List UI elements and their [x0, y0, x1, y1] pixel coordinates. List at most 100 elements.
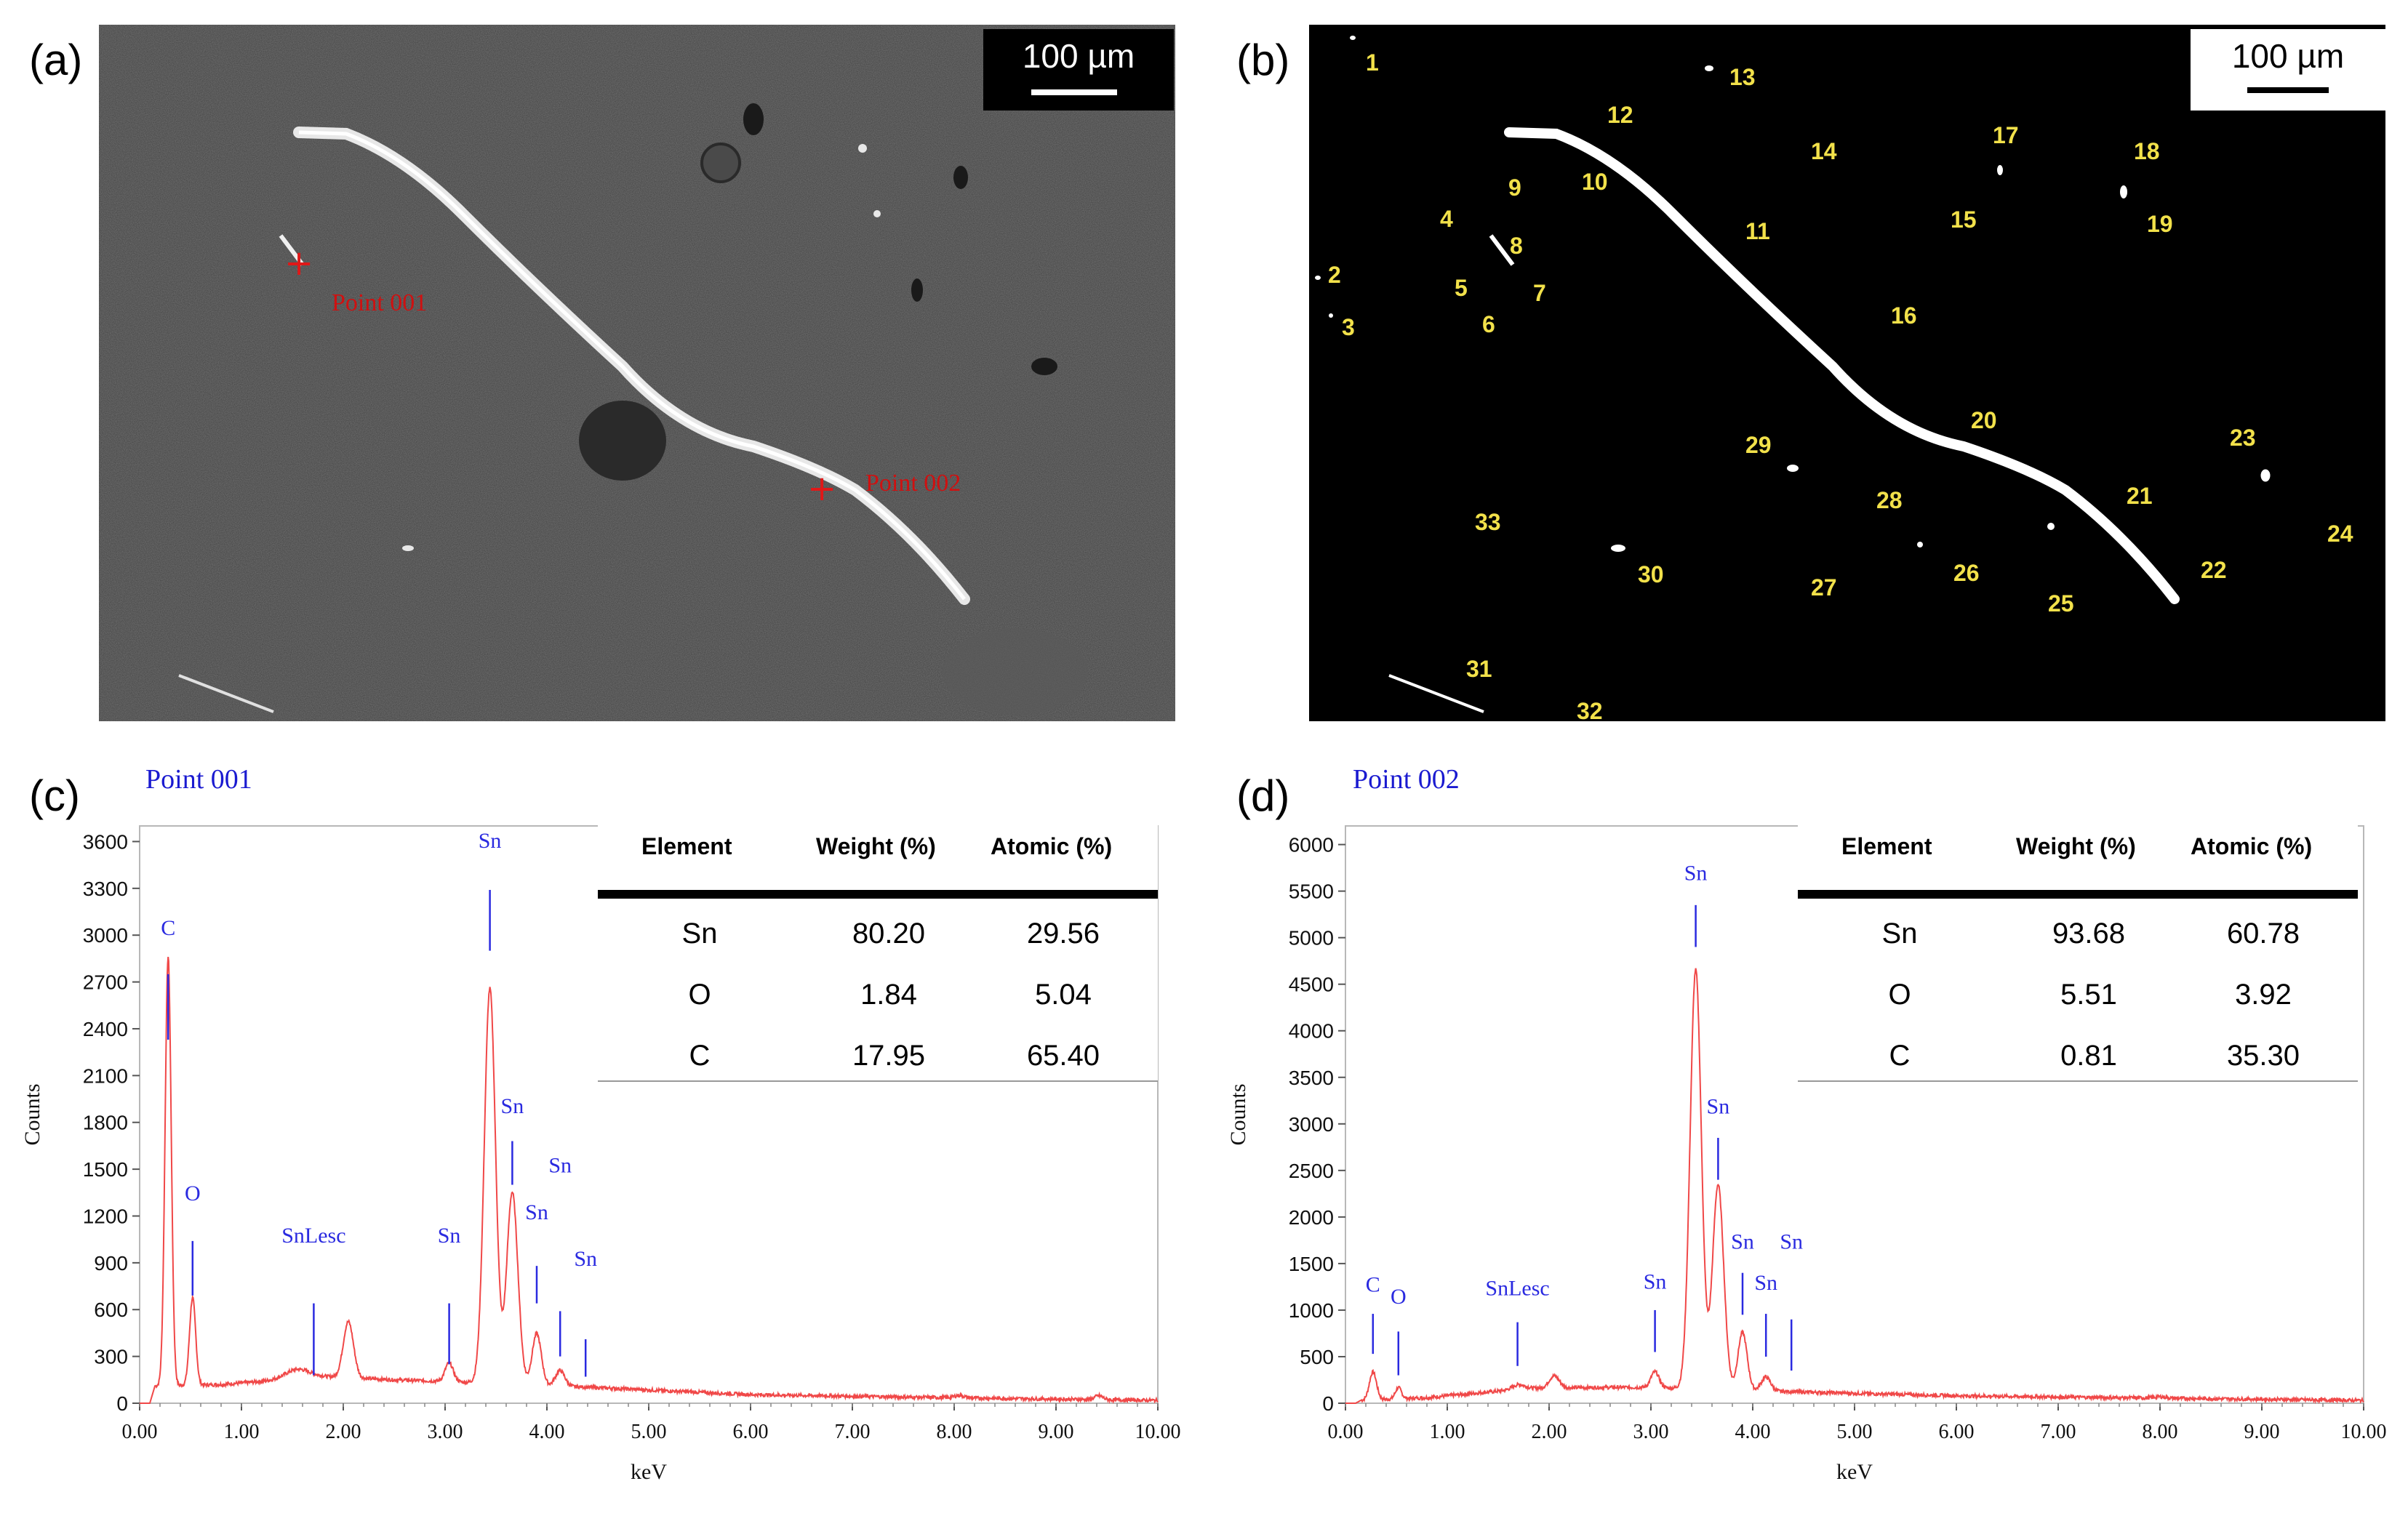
binary-image-panel-b	[1309, 25, 2385, 721]
feature-number-21: 21	[2127, 483, 2153, 509]
feature-number-12: 12	[1607, 102, 1633, 128]
feature-number-3: 3	[1342, 314, 1355, 340]
chart-c-marker-label-2: SnLesc	[281, 1224, 345, 1248]
scale-bar-a-label: 100 µm	[1022, 37, 1135, 75]
chart-d-ytick-label-8: 4000	[1289, 1020, 1334, 1043]
table-d-cell-2-0: C	[1889, 1040, 1911, 1072]
chart-d-xtick-label-2: 2.00	[1532, 1421, 1567, 1443]
chart-d-xtick-label-7: 7.00	[2041, 1421, 2076, 1443]
chart-c-ytick-label-6: 1800	[83, 1112, 128, 1134]
chart-c-spectrum-line	[140, 956, 1159, 1405]
chart-c-xtick-label-2: 2.00	[326, 1421, 361, 1443]
chart-d-ytick-label-12: 6000	[1289, 834, 1334, 856]
chart-c-xtick-label-1: 1.00	[224, 1421, 260, 1443]
point-001-marker: +	[284, 243, 314, 284]
chart-c-ytick-label-8: 2400	[83, 1018, 128, 1040]
chart-c-ytick-label-12: 3600	[83, 830, 128, 853]
table-d-cell-1-1: 5.51	[2060, 979, 2117, 1011]
point-002-marker: +	[807, 468, 837, 509]
table-d-cell-1-0: O	[1888, 979, 1911, 1011]
chart-d-ytick-label-4: 2000	[1289, 1206, 1334, 1229]
table-d-cell-0-0: Sn	[1881, 918, 1918, 950]
chart-c-xtick-label-4: 4.00	[529, 1421, 565, 1443]
table-d-cell-0-1: 93.68	[2052, 918, 2126, 950]
sem-image-panel-a	[99, 25, 1175, 721]
chart-d-xtick-label-10: 10.00	[2341, 1421, 2387, 1443]
chart-d-marker-label-4: Sn	[1684, 861, 1708, 885]
feature-number-15: 15	[1951, 206, 1977, 233]
chart-d-spectrum-line	[1345, 968, 2364, 1405]
chart-d-ytick-label-0: 0	[1322, 1392, 1334, 1415]
feature-number-1: 1	[1366, 49, 1379, 76]
chart-d-ytick-label-7: 3500	[1289, 1067, 1334, 1089]
feature-number-4: 4	[1440, 206, 1453, 232]
chart-d-xtick-label-4: 4.00	[1735, 1421, 1771, 1443]
chart-c-ytick-label-7: 2100	[83, 1064, 128, 1087]
feature-number-27: 27	[1811, 574, 1837, 601]
table-c-cell-1-2: 5.04	[1035, 979, 1092, 1011]
table-d-cell-2-2: 35.30	[2226, 1040, 2300, 1072]
table-c-header-rule	[598, 890, 1158, 899]
chart-c-marker-label-7: Sn	[548, 1153, 572, 1177]
feature-number-6: 6	[1482, 311, 1495, 337]
table-d-bottom-rule	[1798, 1080, 2358, 1082]
chart-d-ytick-label-6: 3000	[1289, 1113, 1334, 1136]
chart-c-xtick-label-8: 8.00	[937, 1421, 972, 1443]
chart-d-xtick-label-6: 6.00	[1939, 1421, 1975, 1443]
feature-number-13: 13	[1729, 64, 1756, 90]
table-d-header-0: Element	[1841, 833, 1932, 859]
chart-c-xtick-label-5: 5.00	[631, 1421, 667, 1443]
feature-number-29: 29	[1745, 432, 1772, 458]
chart-c-ytick-label-11: 3300	[83, 878, 128, 900]
composition-table-d: Element Weight (%) Atomic (%) Sn 93.68 60.78 O…	[1798, 823, 2358, 1082]
chart-c-ytick-label-3: 900	[94, 1252, 128, 1275]
table-c-cell-0-2: 29.56	[1026, 918, 1100, 950]
chart-d-ylabel: Counts	[1226, 1083, 1250, 1145]
panel-a-letter: (a)	[29, 36, 83, 84]
feature-number-2: 2	[1328, 262, 1341, 288]
chart-d-marker-label-1: O	[1391, 1285, 1407, 1309]
table-c-cell-2-2: 65.40	[1026, 1040, 1100, 1072]
chart-d-marker-label-3: Sn	[1644, 1269, 1667, 1293]
chart-c-marker-label-5: Sn	[501, 1094, 524, 1118]
chart-c-ytick-label-0: 0	[116, 1392, 128, 1415]
table-c-header-2: Atomic (%)	[991, 833, 1113, 859]
chart-d-xlabel: keV	[1836, 1460, 1873, 1484]
feature-number-9: 9	[1508, 174, 1521, 201]
chart-d-ytick-label-10: 5000	[1289, 927, 1334, 950]
feature-number-23: 23	[2230, 425, 2256, 451]
chart-d-marker-label-2: SnLesc	[1485, 1276, 1549, 1300]
chart-d-marker-label-0: C	[1366, 1272, 1380, 1296]
chart-d-marker-label-7: Sn	[1754, 1271, 1777, 1295]
table-c-bottom-rule	[598, 1080, 1158, 1082]
eds-spectrum-chart-c: 0 300 600 900 1200 1500 1800 2100 2400 2700 3000 33…	[20, 825, 1181, 1484]
chart-d-ytick-label-1: 500	[1300, 1346, 1334, 1368]
chart-c-marker-label-1: O	[185, 1181, 201, 1205]
table-c-cell-1-0: O	[688, 979, 711, 1011]
chart-c-marker-label-0: C	[161, 916, 175, 940]
scale-bar-b: 100 µm	[2191, 29, 2385, 111]
chart-c-ytick-label-9: 2700	[83, 971, 128, 994]
chart-d-title: Point 002	[1353, 764, 1460, 795]
chart-d-ytick-label-5: 2500	[1289, 1160, 1334, 1182]
binary-image-b-graphic	[1309, 25, 2385, 721]
feature-number-32: 32	[1577, 698, 1603, 724]
scale-bar-b-line	[2247, 87, 2329, 93]
point-001-label: Point 001	[332, 289, 428, 316]
chart-c-ylabel: Counts	[20, 1083, 44, 1145]
feature-number-19: 19	[2147, 211, 2173, 237]
chart-c-xlabel: keV	[631, 1460, 667, 1484]
chart-c-xtick-label-10: 10.00	[1135, 1421, 1181, 1443]
chart-d-xtick-label-3: 3.00	[1633, 1421, 1669, 1443]
chart-d-marker-label-6: Sn	[1731, 1229, 1754, 1253]
scale-bar-a-line	[1031, 89, 1117, 95]
panel-c-letter: (c)	[29, 771, 80, 820]
feature-number-26: 26	[1953, 560, 1980, 586]
feature-number-24: 24	[2327, 521, 2353, 547]
chart-c-xtick-label-3: 3.00	[428, 1421, 463, 1443]
chart-c-ytick-label-4: 1200	[83, 1205, 128, 1227]
table-c-cell-2-0: C	[689, 1040, 711, 1072]
chart-c-ytick-label-5: 1500	[83, 1158, 128, 1181]
chart-d-xtick-label-1: 1.00	[1430, 1421, 1465, 1443]
feature-number-17: 17	[1993, 122, 2019, 148]
